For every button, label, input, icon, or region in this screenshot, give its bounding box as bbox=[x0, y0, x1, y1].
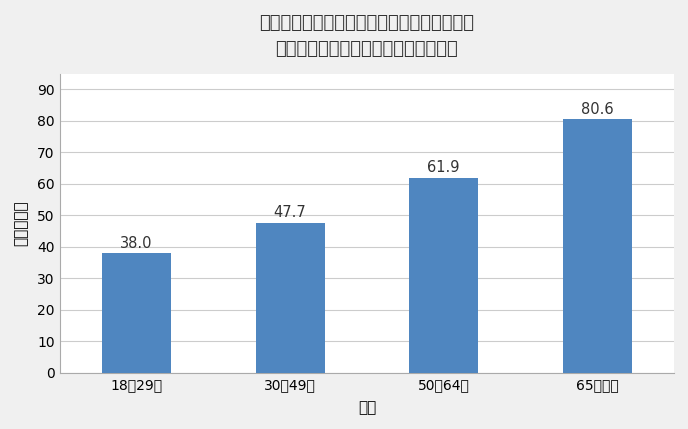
Bar bbox=[563, 119, 632, 373]
Text: 38.0: 38.0 bbox=[120, 236, 153, 251]
Text: 80.6: 80.6 bbox=[581, 102, 614, 117]
Bar bbox=[102, 253, 171, 373]
Bar bbox=[409, 178, 478, 373]
Bar bbox=[255, 223, 325, 373]
Text: 47.7: 47.7 bbox=[274, 205, 306, 220]
Y-axis label: 割合（％）: 割合（％） bbox=[14, 200, 29, 246]
Text: 61.9: 61.9 bbox=[427, 160, 460, 175]
Title: 図１　年齢別に見た新型コロナのワクチンを
接種するつもりと回答した人々の割合: 図１ 年齢別に見た新型コロナのワクチンを 接種するつもりと回答した人々の割合 bbox=[259, 14, 475, 58]
X-axis label: 年齢: 年齢 bbox=[358, 400, 376, 415]
